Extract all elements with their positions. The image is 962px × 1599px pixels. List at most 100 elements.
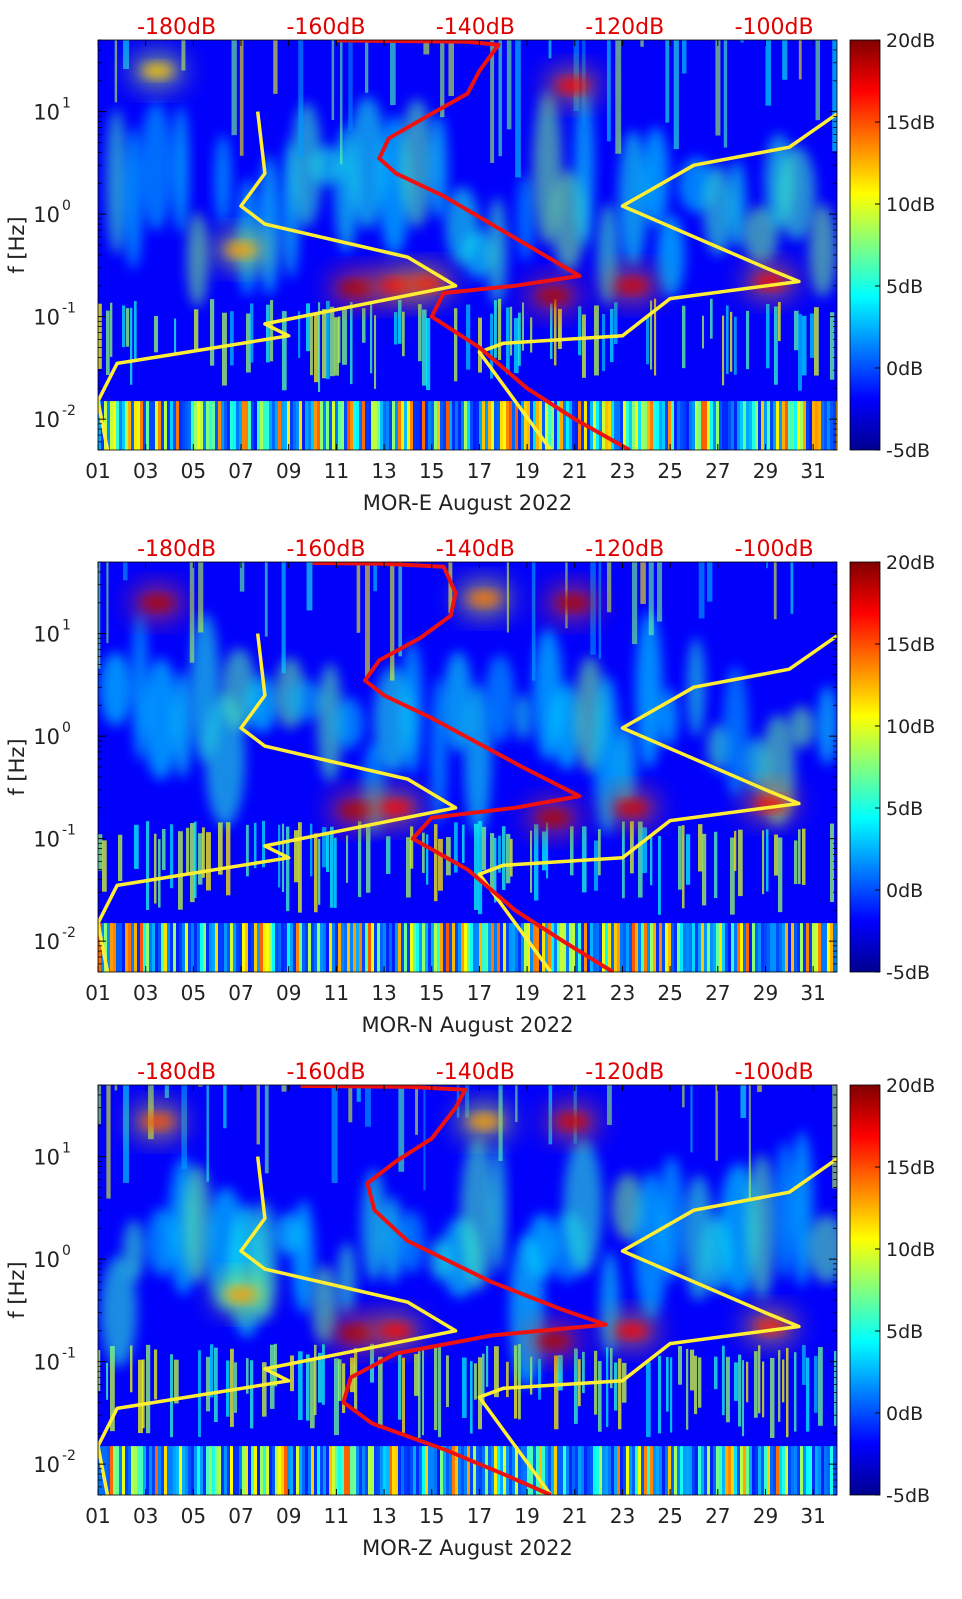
spectrogram-plot bbox=[98, 1085, 837, 1495]
top-axis-label: -100dB bbox=[735, 537, 814, 562]
x-tick-label: 07 bbox=[228, 981, 253, 1005]
hotspot bbox=[615, 801, 648, 814]
hotspot bbox=[615, 279, 648, 292]
colorbar-label: 0dB bbox=[886, 880, 923, 902]
y-tick-exponent: -1 bbox=[62, 823, 76, 839]
colorbar-label: 20dB bbox=[886, 30, 935, 52]
y-tick-exponent: -2 bbox=[62, 1448, 76, 1464]
x-tick-label: 31 bbox=[800, 459, 825, 483]
colorbar-label: 10dB bbox=[886, 716, 935, 738]
x-tick-label: 09 bbox=[276, 1504, 301, 1528]
top-axis-label: -160dB bbox=[286, 1060, 365, 1085]
x-tick-label: 29 bbox=[753, 459, 778, 483]
colorbar bbox=[849, 39, 881, 451]
hotspot bbox=[537, 811, 570, 824]
model-curve-yellow bbox=[98, 111, 837, 450]
y-axis-label: f [Hz] bbox=[5, 216, 29, 273]
y-tick-exponent: -1 bbox=[62, 301, 76, 317]
hotspot bbox=[141, 596, 174, 609]
x-tick-label: 01 bbox=[85, 459, 110, 483]
y-tick-exponent: -2 bbox=[62, 925, 76, 941]
x-tick-label: 11 bbox=[324, 1504, 349, 1528]
y-tick-label: 10 bbox=[33, 101, 60, 125]
colorbar-label: -5dB bbox=[886, 1485, 930, 1507]
hotspot bbox=[225, 243, 258, 256]
x-tick-label: 13 bbox=[371, 981, 396, 1005]
x-tick-label: 07 bbox=[228, 459, 253, 483]
hotspot bbox=[225, 1288, 258, 1301]
x-tick-label: 29 bbox=[753, 981, 778, 1005]
x-tick-label: 27 bbox=[705, 459, 730, 483]
hotspot bbox=[379, 801, 412, 814]
x-tick-label: 25 bbox=[657, 459, 682, 483]
y-tick-exponent: 0 bbox=[62, 1243, 71, 1259]
colorbar-label: -5dB bbox=[886, 440, 930, 462]
top-axis-label: -180dB bbox=[137, 537, 216, 562]
colorbar-label: -5dB bbox=[886, 962, 930, 984]
x-tick-label: 31 bbox=[800, 1504, 825, 1528]
y-tick-label: 10 bbox=[33, 1453, 60, 1477]
x-tick-label: 21 bbox=[562, 1504, 587, 1528]
y-tick-label: 10 bbox=[33, 930, 60, 954]
x-tick-label: 05 bbox=[181, 459, 206, 483]
top-axis-label: -100dB bbox=[735, 1060, 814, 1085]
colorbar-label: 10dB bbox=[886, 1239, 935, 1261]
x-tick-label: 13 bbox=[371, 459, 396, 483]
x-tick-label: 13 bbox=[371, 1504, 396, 1528]
y-tick-label: 10 bbox=[33, 725, 60, 749]
hotspot bbox=[141, 64, 174, 77]
top-axis-label: -100dB bbox=[735, 15, 814, 40]
hotspot bbox=[556, 1115, 589, 1128]
colorbar-label: 5dB bbox=[886, 276, 923, 298]
hotspot bbox=[339, 282, 372, 295]
y-tick-label: 10 bbox=[33, 1351, 60, 1375]
hotspot bbox=[615, 1324, 648, 1337]
top-axis-label: -140dB bbox=[436, 537, 515, 562]
x-tick-label: 17 bbox=[467, 1504, 492, 1528]
x-tick-label: 29 bbox=[753, 1504, 778, 1528]
y-axis-label: f [Hz] bbox=[5, 1261, 29, 1318]
x-tick-label: 25 bbox=[657, 1504, 682, 1528]
x-tick-label: 23 bbox=[610, 1504, 635, 1528]
hotspot bbox=[410, 277, 443, 290]
hotspot bbox=[537, 1334, 570, 1347]
spectrogram-plot bbox=[98, 562, 837, 972]
hotspot bbox=[339, 1327, 372, 1340]
x-tick-label: 19 bbox=[514, 459, 539, 483]
top-axis-label: -180dB bbox=[137, 15, 216, 40]
y-tick-exponent: 0 bbox=[62, 198, 71, 214]
colorbar-label: 0dB bbox=[886, 358, 923, 380]
model-curve-yellow bbox=[98, 633, 837, 972]
x-axis-label: MOR-Z August 2022 bbox=[362, 1536, 573, 1560]
colorbar-label: 20dB bbox=[886, 552, 935, 574]
hotspot bbox=[468, 592, 501, 605]
x-tick-label: 21 bbox=[562, 981, 587, 1005]
y-tick-exponent: 0 bbox=[62, 720, 71, 736]
y-tick-exponent: 1 bbox=[62, 96, 71, 112]
y-tick-label: 10 bbox=[33, 1248, 60, 1272]
y-tick-label: 10 bbox=[33, 828, 60, 852]
x-tick-label: 19 bbox=[514, 981, 539, 1005]
x-tick-label: 07 bbox=[228, 1504, 253, 1528]
hotspot bbox=[556, 79, 589, 92]
y-tick-exponent: -1 bbox=[62, 1346, 76, 1362]
x-tick-label: 03 bbox=[133, 981, 158, 1005]
model-curve-red bbox=[336, 40, 631, 450]
x-tick-label: 11 bbox=[324, 459, 349, 483]
y-tick-label: 10 bbox=[33, 203, 60, 227]
x-tick-label: 21 bbox=[562, 459, 587, 483]
y-tick-label: 10 bbox=[33, 1146, 60, 1170]
x-tick-label: 17 bbox=[467, 459, 492, 483]
top-axis-label: -180dB bbox=[137, 1060, 216, 1085]
x-tick-label: 09 bbox=[276, 459, 301, 483]
y-tick-exponent: -2 bbox=[62, 403, 76, 419]
colorbar bbox=[849, 1084, 881, 1496]
top-axis-label: -140dB bbox=[436, 1060, 515, 1085]
top-axis-label: -120dB bbox=[585, 1060, 664, 1085]
x-tick-label: 25 bbox=[657, 981, 682, 1005]
x-tick-label: 31 bbox=[800, 981, 825, 1005]
